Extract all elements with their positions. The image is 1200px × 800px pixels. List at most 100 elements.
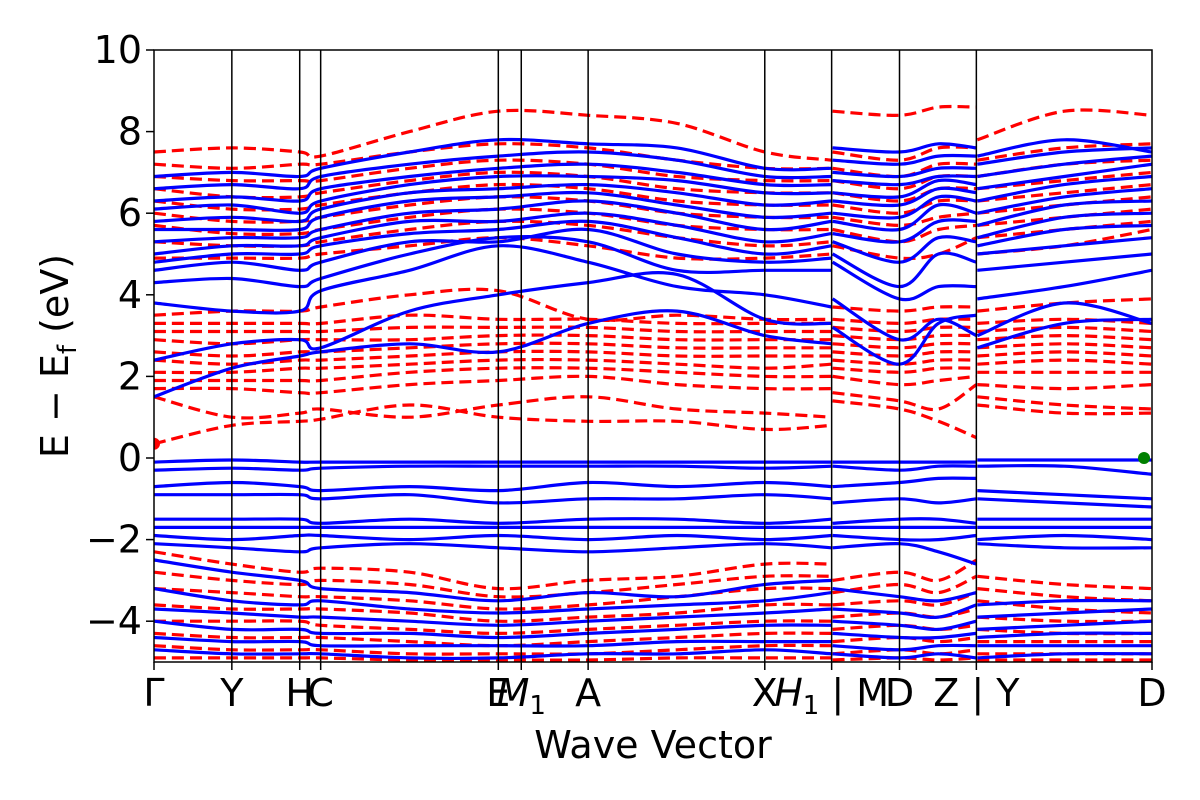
spin-up-band-2-seg-1	[831, 260, 977, 302]
spin-down-band-4-seg-0	[154, 357, 832, 375]
spin-down-band-7-seg-2	[977, 334, 1152, 342]
band-marker-1	[1138, 452, 1151, 464]
spin-down-band-8-seg-0	[154, 325, 832, 334]
spin-down-band-2-seg-0	[154, 374, 832, 396]
spin-up-band-15-seg-2	[977, 463, 1152, 476]
y-tick-label-7: −4	[86, 599, 142, 643]
spin-down-band-7-seg-1	[832, 333, 977, 342]
y-tick-label-4: 2	[118, 354, 142, 398]
spin-down-band-24-seg-1	[832, 623, 977, 631]
band-lines	[154, 104, 1152, 662]
spin-up-band-7-seg-1	[832, 194, 977, 220]
spin-down-band-18-seg-1	[832, 145, 977, 162]
x-tick-label-11: D	[1137, 671, 1166, 715]
spin-down-band-0-seg-2	[977, 403, 1152, 416]
spin-up-band-4-seg-0	[154, 227, 832, 272]
spin-up-band-16-seg-0	[154, 480, 832, 493]
spin-down-band-21-seg-2	[977, 587, 1152, 603]
spin-up-band-17-seg-0	[154, 492, 832, 505]
spin-down-band-2-seg-1	[832, 374, 977, 387]
spin-up-band-10-seg-1	[832, 174, 977, 187]
x-tick-label-4: E	[486, 671, 510, 715]
spin-up-band-18-seg-0	[154, 517, 832, 525]
spin-up-band-0-seg-1	[831, 313, 977, 366]
spin-down-band-27-seg-1	[832, 656, 977, 662]
x-tick-label-2: H	[285, 671, 314, 715]
spin-up-band-3-seg-2	[977, 252, 1152, 272]
spin-up-band-5-seg-2	[977, 223, 1152, 248]
spin-down-band-20-seg-2	[977, 574, 1152, 591]
spin-up-band-10-seg-2	[977, 162, 1152, 191]
x-tick-label-6: A	[575, 671, 601, 715]
spin-down-band-2-seg-2	[977, 383, 1152, 391]
spin-down-band-0-seg-1	[832, 399, 978, 440]
spin-down-band-10-seg-0	[154, 287, 832, 323]
spin-down-band-6-seg-0	[154, 341, 832, 358]
spin-up-band-8-seg-2	[977, 187, 1152, 215]
spin-up-band-21-seg-1	[832, 542, 977, 566]
y-axis-label: E − Ef (eV)	[33, 254, 83, 458]
y-tick-label-3: 4	[118, 273, 142, 317]
spin-down-band-3-seg-0	[154, 366, 832, 383]
spin-down-band-10-seg-2	[977, 297, 1152, 313]
spin-down-band-22-seg-1	[832, 591, 977, 607]
spin-down-band-27-seg-0	[154, 656, 832, 662]
spin-up-band-12-seg-0	[154, 150, 832, 191]
spin-up-band-22-seg-2	[977, 598, 1152, 607]
spin-down-band-21-seg-1	[832, 574, 978, 595]
spin-down-band-9-seg-2	[977, 317, 1152, 325]
spin-up-band-20-seg-2	[977, 533, 1152, 542]
kpoint-dividers	[231, 50, 978, 662]
spin-down-band-1-seg-0	[154, 395, 832, 420]
spin-down-band-17-seg-1	[832, 161, 977, 179]
spin-up-band-1-seg-0	[154, 270, 832, 362]
y-ticks: 10 8 6 4 2 0 −2 −4	[86, 28, 154, 643]
spin-down-band-10-seg-1	[832, 305, 977, 313]
spin-down-band-20-seg-1	[832, 558, 978, 583]
spin-up-band-11-seg-2	[977, 154, 1152, 179]
spin-down-band-18-seg-0	[154, 142, 832, 171]
spin-up-band-2-seg-2	[977, 268, 1152, 301]
spin-up-band-26-seg-0	[154, 635, 832, 648]
spin-up-band-21-seg-2	[977, 542, 1152, 550]
spin-down-band-5-seg-0	[154, 349, 832, 366]
spin-up-band-16-seg-2	[977, 489, 1152, 501]
spin-down-band-24-seg-0	[154, 619, 832, 635]
spin-up-band-25-seg-0	[154, 619, 832, 640]
spin-down-band-25-seg-0	[154, 631, 832, 648]
spin-up-band-6-seg-2	[976, 211, 1152, 240]
x-tick-label-3: C	[307, 671, 334, 715]
y-tick-label-6: −2	[86, 518, 142, 562]
spin-down-band-15-seg-2	[977, 183, 1152, 203]
spin-up-band-22-seg-1	[832, 587, 977, 603]
spin-down-band-13-seg-1	[832, 211, 977, 227]
spin-up-band-5-seg-1	[832, 218, 977, 244]
spin-up-band-0-seg-0	[154, 309, 832, 399]
spin-down-band-3-seg-1	[832, 366, 977, 374]
spin-up-band-4-seg-2	[977, 236, 1152, 256]
spin-up-band-8-seg-1	[832, 186, 977, 208]
y-axis-label-unit: (eV)	[33, 254, 77, 345]
y-axis-label-main: E − E	[33, 354, 77, 458]
spin-up-band-11-seg-0	[154, 162, 832, 203]
spin-down-band-6-seg-1	[832, 341, 977, 350]
spin-up-band-1-seg-1	[831, 297, 978, 342]
spin-up-band-11-seg-1	[832, 166, 977, 179]
spin-up-band-9-seg-0	[154, 182, 832, 224]
spin-up-band-24-seg-1	[832, 619, 977, 632]
x-tick-label-9: D	[885, 671, 914, 715]
spin-down-band-1-seg-2	[977, 395, 1152, 411]
spin-up-band-20-seg-0	[154, 533, 832, 542]
band-markers	[154, 437, 1151, 464]
spin-down-band-26-seg-0	[154, 643, 832, 656]
spin-up-band-13-seg-0	[154, 137, 832, 179]
spin-down-band-9-seg-0	[154, 313, 832, 326]
spin-down-band-5-seg-2	[977, 350, 1152, 358]
spin-up-band-25-seg-1	[832, 631, 977, 640]
spin-up-band-25-seg-2	[977, 631, 1152, 640]
spin-up-band-8-seg-0	[154, 190, 832, 233]
spin-up-band-2-seg-0	[154, 244, 832, 315]
y-tick-label-2: 6	[118, 191, 142, 235]
spin-up-band-23-seg-1	[832, 603, 977, 619]
x-tick-label-10: Z | Y	[933, 671, 1020, 716]
